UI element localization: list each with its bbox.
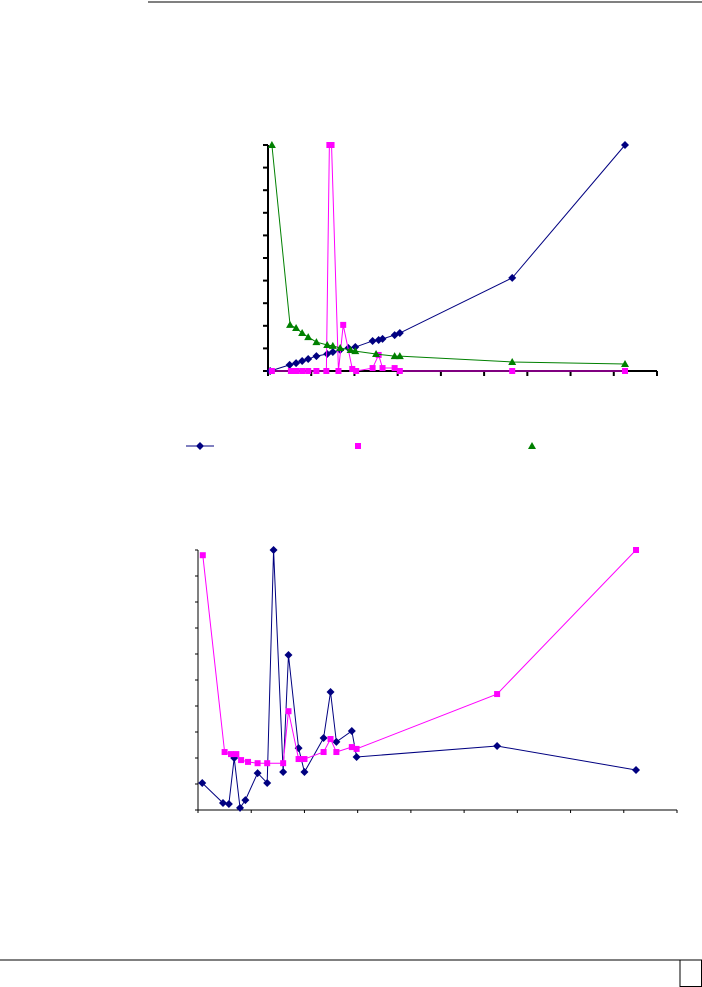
data-point [269,546,278,554]
page-number-box [679,959,702,987]
data-point [621,359,630,367]
data-point [632,765,641,774]
data-point [199,552,206,559]
data-point [263,778,272,787]
data-point [293,368,300,374]
data-point [395,352,404,360]
data-point [633,547,640,553]
legend-marker [528,442,536,449]
data-point [320,749,327,756]
data-point [286,320,295,328]
data-point [300,768,309,777]
data-point [227,751,234,758]
data-point [221,749,228,756]
data-point [319,733,328,742]
data-point [304,333,313,341]
data-point [236,803,245,812]
data-point [335,368,342,374]
data-point [340,321,347,328]
data-point [301,756,308,763]
data-point [378,334,387,343]
data-point [233,751,240,758]
data-point [326,687,335,696]
data-point [280,760,287,767]
data-point [368,336,377,345]
data-point [267,141,276,148]
data-point [509,368,516,374]
data-point [622,368,629,374]
legend-marker [196,442,204,450]
data-point [346,345,355,353]
data-point [323,368,330,374]
series-line [270,144,626,372]
data-point [353,368,360,374]
data-point [493,742,502,751]
data-point [351,347,360,355]
data-point [391,365,398,372]
data-point [285,708,292,715]
data-point [295,756,302,763]
data-point [372,350,381,358]
data-point [219,798,228,807]
data-point [328,348,337,357]
data-point [327,736,334,743]
data-point [332,737,341,746]
data-point [238,757,245,764]
data-point [396,368,403,374]
data-point [621,141,630,149]
data-point [312,352,321,361]
data-point [241,796,250,805]
data-point [264,760,271,767]
data-point [349,365,356,372]
data-point [287,368,294,374]
data-point [245,758,252,765]
data-point [312,338,321,346]
data-point [369,365,376,372]
data-point [328,142,335,148]
data-point [508,357,517,365]
data-point [494,691,501,698]
data-point [390,352,399,360]
data-point [224,800,233,809]
series-line [271,144,626,365]
data-point [279,768,288,777]
series-line [202,549,637,764]
data-point [313,368,320,374]
data-point [292,359,301,368]
data-point [379,365,386,372]
data-point [285,360,294,369]
legend-marker [355,443,361,449]
data-point [323,341,332,349]
data-point [347,726,356,735]
series-line [271,144,626,372]
data-point [333,749,340,756]
data-point [304,355,313,364]
data-point [352,752,361,761]
data-point [198,778,207,787]
data-point [508,273,517,282]
data-point [353,745,360,752]
data-point [284,651,293,660]
data-point [253,769,262,778]
data-point [305,368,312,374]
data-point [292,324,301,332]
data-point [328,341,337,349]
data-point [336,343,345,351]
data-point [268,368,275,374]
data-point [299,368,306,374]
data-point [348,744,355,751]
series-line [201,549,637,810]
data-point [298,357,307,366]
data-point [395,329,404,338]
data-point [298,329,307,337]
data-point [351,343,360,352]
data-point [254,760,261,767]
